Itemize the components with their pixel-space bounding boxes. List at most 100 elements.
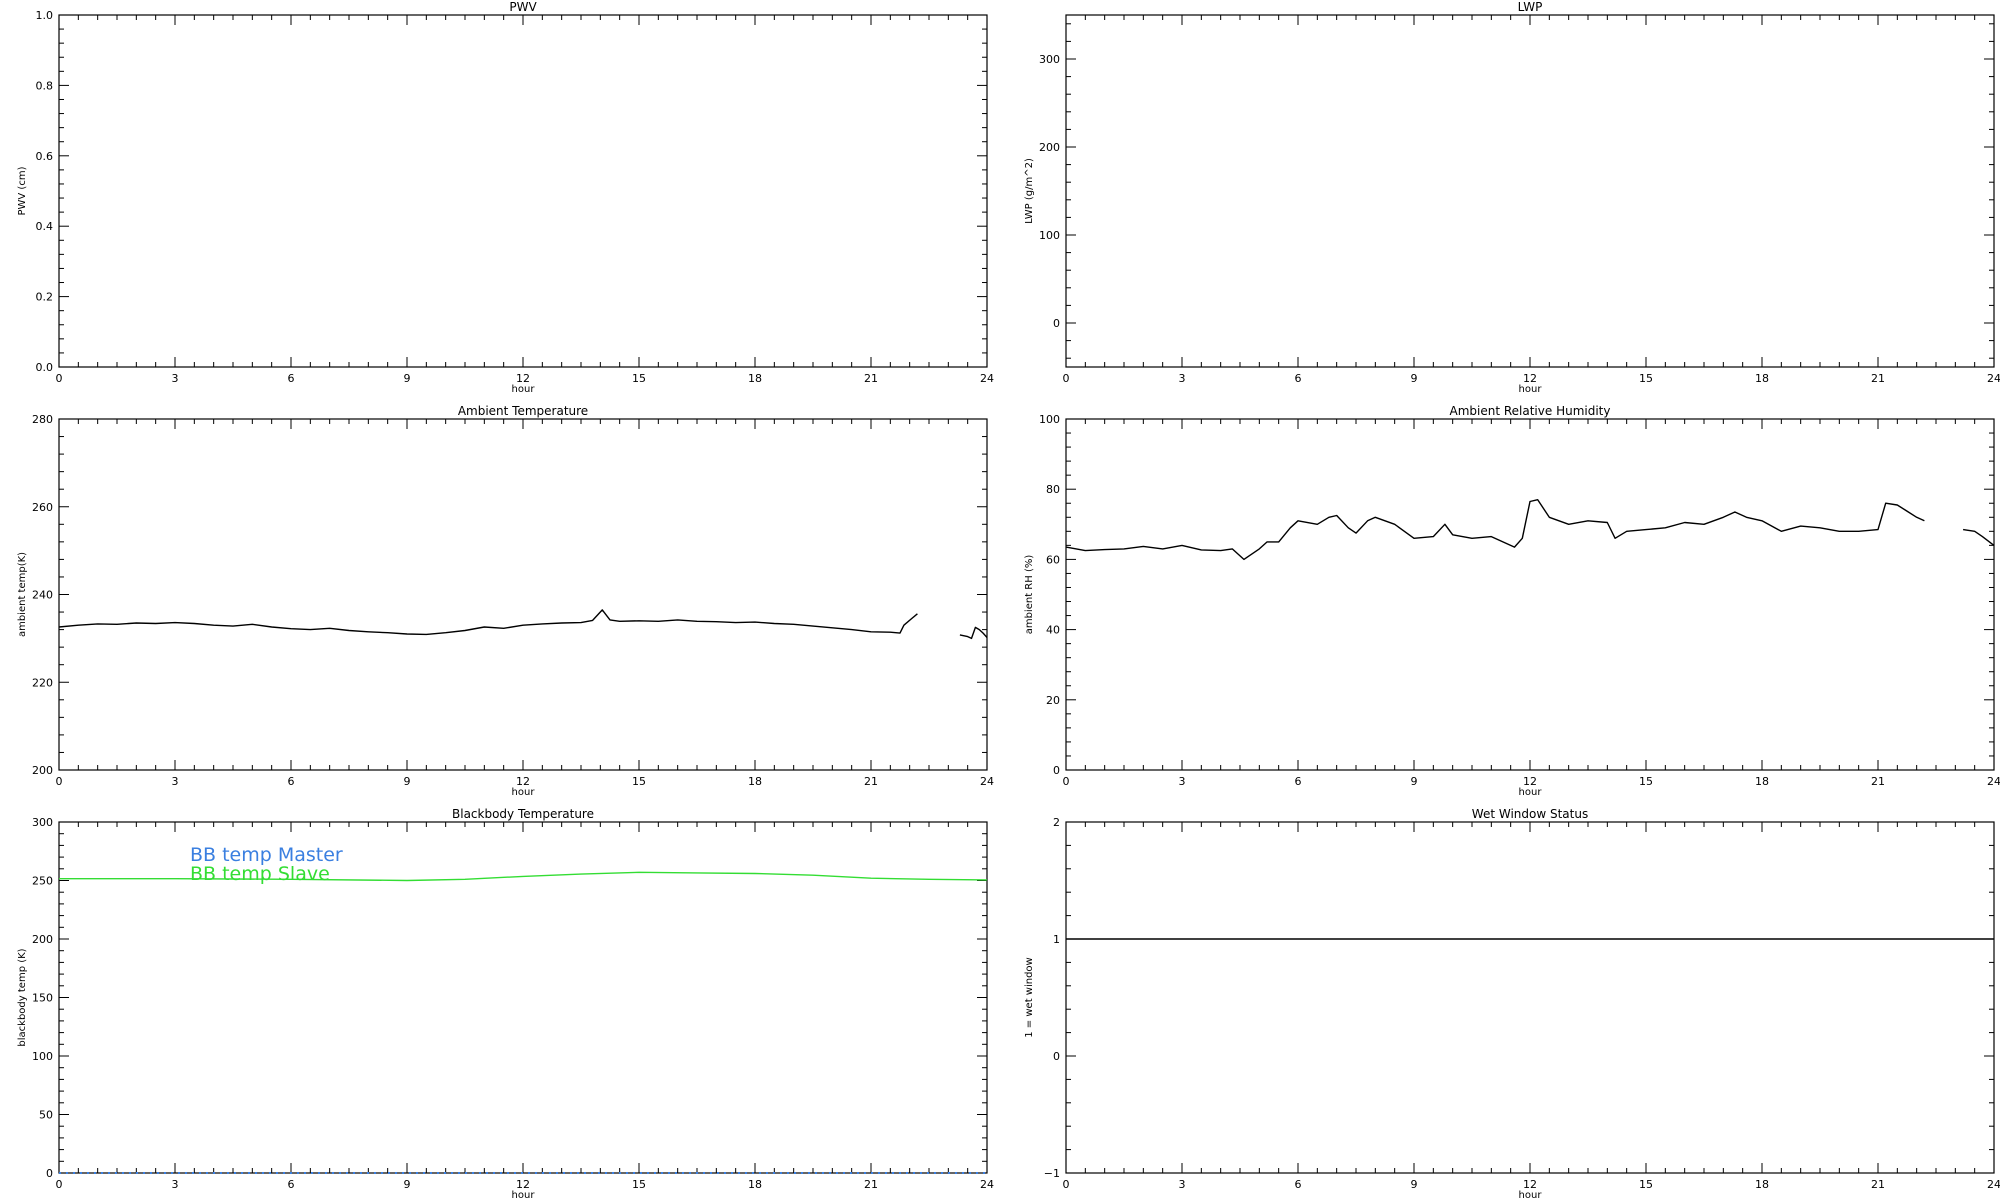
- y-tick-label: −1: [1044, 1167, 1060, 1180]
- x-axis-label: hour: [1519, 384, 1543, 395]
- x-tick-label: 9: [1411, 775, 1418, 788]
- chart-panel-5: Blackbody Temperature 0 3 6 9 12 15 18 21 24 hour 0…: [17, 807, 994, 1200]
- x-tick-label: 6: [1295, 775, 1302, 788]
- y-axis-label: ambient RH (%): [1024, 555, 1035, 635]
- x-tick-label: 15: [632, 775, 646, 788]
- y-tick-label: 100: [1039, 229, 1060, 242]
- x-tick-label: 24: [980, 372, 994, 385]
- plot-frame: [1065, 14, 1995, 368]
- legend-entry: BB temp Slave: [190, 863, 330, 885]
- x-tick-label: 3: [1179, 1178, 1186, 1191]
- y-tick-label: 200: [32, 933, 53, 946]
- y-tick-label: 0.0: [36, 361, 54, 374]
- x-tick-label: 0: [1063, 775, 1070, 788]
- x-tick-label: 24: [1987, 1178, 2000, 1191]
- x-axis-label: hour: [512, 787, 536, 798]
- x-tick-label: 21: [1871, 775, 1885, 788]
- y-tick-label: 300: [32, 816, 53, 829]
- x-tick-label: 15: [1639, 775, 1653, 788]
- x-tick-label: 6: [1295, 372, 1302, 385]
- y-tick-label: 150: [32, 992, 53, 1005]
- x-tick-label: 9: [404, 775, 411, 788]
- x-tick-label: 24: [980, 1178, 994, 1191]
- y-tick-label: 60: [1046, 553, 1060, 566]
- series-line-1-seg-1: [58, 609, 918, 636]
- y-tick-label: 0.6: [36, 150, 54, 163]
- x-tick-label: 21: [1871, 372, 1885, 385]
- x-axis-label: hour: [512, 384, 536, 395]
- x-tick-label: 18: [1755, 775, 1769, 788]
- x-tick-label: 9: [404, 372, 411, 385]
- y-tick-label: 2: [1053, 816, 1060, 829]
- y-tick-label: 200: [32, 764, 53, 777]
- x-tick-label: 12: [1523, 1178, 1537, 1191]
- y-tick-label: 0: [46, 1167, 53, 1180]
- chart-title: Blackbody Temperature: [452, 807, 594, 821]
- x-tick-label: 3: [1179, 372, 1186, 385]
- y-tick-label: 280: [32, 413, 53, 426]
- y-axis-label: 1 = wet window: [1024, 957, 1035, 1037]
- x-tick-label: 21: [864, 372, 878, 385]
- x-tick-label: 0: [56, 1178, 63, 1191]
- chart-title: LWP: [1518, 0, 1543, 14]
- y-tick-label: 1.0: [36, 9, 54, 22]
- y-tick-label: 0.2: [36, 291, 54, 304]
- y-tick-label: 50: [39, 1109, 53, 1122]
- y-tick-label: 20: [1046, 694, 1060, 707]
- chart-panel-3: Ambient Temperature 0 3 6 9 12 15 18 21 24 hour 200…: [17, 404, 994, 798]
- x-tick-label: 21: [864, 1178, 878, 1191]
- x-tick-label: 15: [632, 1178, 646, 1191]
- chart-title: Ambient Relative Humidity: [1450, 404, 1611, 418]
- x-tick-label: 24: [1987, 372, 2000, 385]
- x-tick-label: 0: [56, 372, 63, 385]
- x-tick-label: 18: [748, 775, 762, 788]
- series-line-1-seg-1: [1065, 499, 1925, 561]
- y-tick-label: 220: [32, 676, 53, 689]
- y-axis-label: blackbody temp (K): [17, 948, 28, 1046]
- x-tick-label: 15: [1639, 372, 1653, 385]
- x-tick-label: 18: [748, 372, 762, 385]
- plot-frame: [1065, 418, 1995, 771]
- chart-title: PWV: [509, 0, 537, 14]
- chart-title: Ambient Temperature: [458, 404, 588, 418]
- chart-panel-1: PWV 0 3 6 9 12 15 18 21 24 hour 0.0 0.2 0.4 0.6 0.8 1.0 P…: [17, 0, 994, 395]
- x-tick-label: 6: [288, 1178, 295, 1191]
- x-tick-label: 12: [516, 372, 530, 385]
- series-line-bb-temp-slave-seg-1: [59, 871, 988, 882]
- x-tick-label: 3: [172, 372, 179, 385]
- x-tick-label: 6: [288, 372, 295, 385]
- y-tick-label: 0: [1053, 317, 1060, 330]
- y-tick-label: 80: [1046, 483, 1060, 496]
- y-axis-label: LWP (g/m^2): [1024, 158, 1035, 224]
- x-tick-label: 9: [404, 1178, 411, 1191]
- y-tick-label: 250: [32, 875, 53, 888]
- chart-title: Wet Window Status: [1472, 807, 1588, 821]
- x-tick-label: 6: [288, 775, 295, 788]
- plot-frame: [58, 418, 988, 771]
- plot-frame: [1065, 821, 1995, 1174]
- y-tick-label: 0: [1053, 1050, 1060, 1063]
- x-tick-label: 12: [1523, 372, 1537, 385]
- x-tick-label: 15: [632, 372, 646, 385]
- y-tick-label: 1: [1053, 933, 1060, 946]
- x-tick-label: 18: [1755, 372, 1769, 385]
- x-axis-label: hour: [1519, 787, 1543, 798]
- x-tick-label: 0: [56, 775, 63, 788]
- plot-frame: [58, 14, 988, 368]
- y-tick-label: 260: [32, 501, 53, 514]
- chart-panel-2: LWP 0 3 6 9 12 15 18 21 24 hour 0 100 200 300 LWP (g/m^…: [1024, 0, 2000, 395]
- legend-entry: BB temp Master: [190, 844, 343, 866]
- y-axis-label: ambient temp(K): [17, 552, 28, 637]
- x-tick-label: 21: [864, 775, 878, 788]
- x-tick-label: 6: [1295, 1178, 1302, 1191]
- x-tick-label: 9: [1411, 372, 1418, 385]
- y-tick-label: 0.8: [36, 79, 54, 92]
- y-tick-label: 0.4: [36, 220, 54, 233]
- chart-panel-4: Ambient Relative Humidity 0 3 6 9 12 15 18 21 24 h…: [1024, 404, 2000, 798]
- x-tick-label: 12: [1523, 775, 1537, 788]
- y-tick-label: 0: [1053, 764, 1060, 777]
- x-tick-label: 3: [1179, 775, 1186, 788]
- x-tick-label: 24: [980, 775, 994, 788]
- y-tick-label: 240: [32, 589, 53, 602]
